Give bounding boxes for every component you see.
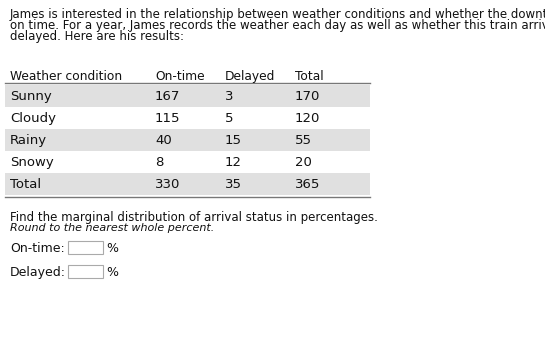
Text: 5: 5	[225, 112, 233, 125]
Text: 55: 55	[295, 134, 312, 147]
Text: Delayed:: Delayed:	[10, 266, 66, 279]
Text: Snowy: Snowy	[10, 156, 54, 169]
FancyBboxPatch shape	[5, 129, 370, 151]
FancyBboxPatch shape	[5, 85, 370, 107]
Text: 330: 330	[155, 178, 180, 191]
Text: 115: 115	[155, 112, 180, 125]
Text: 40: 40	[155, 134, 172, 147]
Text: Total: Total	[10, 178, 41, 191]
Text: 120: 120	[295, 112, 320, 125]
Text: 12: 12	[225, 156, 242, 169]
Text: James is interested in the relationship between weather conditions and whether t: James is interested in the relationship …	[10, 8, 545, 21]
Text: %: %	[106, 266, 118, 279]
Text: Sunny: Sunny	[10, 90, 52, 103]
Text: On-time: On-time	[155, 70, 204, 83]
Text: %: %	[106, 242, 118, 255]
Text: Find the marginal distribution of arrival status in percentages.: Find the marginal distribution of arriva…	[10, 211, 378, 224]
FancyBboxPatch shape	[68, 241, 103, 254]
Text: Delayed: Delayed	[225, 70, 275, 83]
FancyBboxPatch shape	[68, 265, 103, 278]
Text: Total: Total	[295, 70, 324, 83]
Text: 20: 20	[295, 156, 312, 169]
FancyBboxPatch shape	[5, 173, 370, 195]
Text: Weather condition: Weather condition	[10, 70, 122, 83]
Text: Round to the nearest whole percent.: Round to the nearest whole percent.	[10, 223, 214, 233]
Text: delayed. Here are his results:: delayed. Here are his results:	[10, 30, 184, 43]
Text: 170: 170	[295, 90, 320, 103]
Text: 3: 3	[225, 90, 233, 103]
Text: 35: 35	[225, 178, 242, 191]
Text: Cloudy: Cloudy	[10, 112, 56, 125]
Text: on time. For a year, James records the weather each day as well as whether this : on time. For a year, James records the w…	[10, 19, 545, 32]
Text: 15: 15	[225, 134, 242, 147]
Text: 167: 167	[155, 90, 180, 103]
Text: Rainy: Rainy	[10, 134, 47, 147]
Text: On-time:: On-time:	[10, 242, 65, 255]
Text: 8: 8	[155, 156, 163, 169]
Text: 365: 365	[295, 178, 320, 191]
